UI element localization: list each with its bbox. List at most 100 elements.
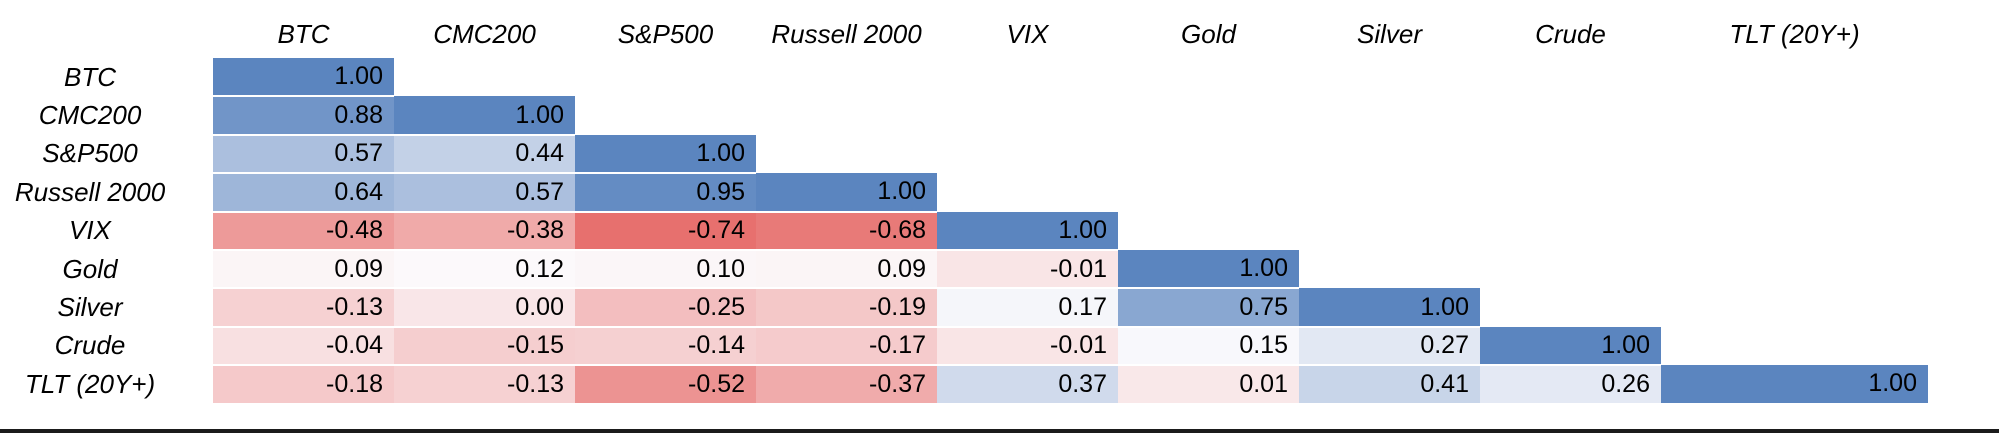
column-header: VIX — [1006, 19, 1049, 49]
empty-cell — [1299, 211, 1480, 250]
matrix-cell: -0.01 — [937, 249, 1118, 290]
empty-cell — [1661, 134, 1928, 174]
row-label: Silver — [57, 292, 123, 323]
empty-cell — [1480, 96, 1661, 135]
matrix-cell: 0.75 — [1118, 288, 1299, 328]
empty-cell — [1118, 211, 1299, 250]
empty-cell — [1661, 249, 1928, 289]
matrix-cell: -0.25 — [575, 288, 756, 328]
header-row: BTC CMC200 S&P500 Russell 2000 VIX Gold Silver… — [0, 0, 1928, 58]
row-label: Russell 2000 — [14, 176, 166, 207]
empty-cell — [1299, 96, 1480, 135]
row-label: TLT (20Y+) — [24, 368, 156, 399]
row-label: S&P500 — [42, 138, 138, 169]
matrix-cell: 1.00 — [756, 173, 937, 213]
row-label: VIX — [69, 215, 111, 246]
matrix-cell: 0.01 — [1118, 365, 1299, 405]
matrix-cell: 0.10 — [575, 249, 756, 290]
empty-cell — [1299, 249, 1480, 289]
matrix-cell: -0.13 — [213, 288, 394, 328]
matrix-cell: 0.00 — [394, 288, 575, 328]
table-row: Silver -0.13 0.00 -0.25 -0.19 0.17 0.75 1.00 — [0, 288, 1928, 328]
matrix-cell: 0.15 — [1118, 326, 1299, 367]
empty-cell — [1299, 58, 1480, 97]
empty-cell — [937, 96, 1118, 135]
matrix-cell: 1.00 — [937, 211, 1118, 251]
table-row: Crude -0.04 -0.15 -0.14 -0.17 -0.01 0.15 0.27 1.… — [0, 326, 1928, 367]
column-header: Russell 2000 — [771, 19, 922, 49]
matrix-cell: 0.09 — [213, 249, 394, 290]
column-header: Gold — [1181, 19, 1236, 49]
column-header: BTC — [277, 19, 330, 49]
table-row: TLT (20Y+) -0.18 -0.13 -0.52 -0.37 0.37 0.01 0.… — [0, 365, 1928, 405]
matrix-cell: 0.88 — [213, 96, 394, 136]
matrix-cell: 0.57 — [394, 173, 575, 213]
column-header: TLT (20Y+) — [1729, 19, 1860, 49]
table-row: BTC 1.00 — [0, 58, 1928, 98]
matrix-cell: 1.00 — [1118, 249, 1299, 290]
empty-cell — [1661, 96, 1928, 135]
empty-cell — [1480, 58, 1661, 97]
matrix-cell: 0.57 — [213, 134, 394, 175]
column-header: Crude — [1535, 19, 1606, 49]
matrix-cell: 1.00 — [1661, 365, 1928, 405]
row-label: Gold — [62, 253, 118, 284]
empty-cell — [1661, 326, 1928, 366]
column-header: CMC200 — [433, 19, 536, 49]
matrix-cell: 0.09 — [756, 249, 937, 290]
correlation-table: BTC CMC200 S&P500 Russell 2000 VIX Gold Silver… — [0, 0, 1928, 405]
matrix-cell: 0.27 — [1299, 326, 1480, 367]
empty-cell — [1480, 249, 1661, 289]
empty-cell — [1118, 58, 1299, 97]
row-label: Crude — [54, 330, 126, 361]
matrix-cell: 1.00 — [575, 134, 756, 175]
matrix-cell: -0.37 — [756, 365, 937, 405]
empty-cell — [756, 96, 937, 135]
bottom-divider — [0, 429, 1999, 433]
column-header: S&P500 — [617, 19, 714, 49]
matrix-cell: -0.18 — [213, 365, 394, 405]
matrix-cell: 0.64 — [213, 173, 394, 213]
empty-cell — [1661, 288, 1928, 327]
empty-cell — [756, 58, 937, 97]
empty-cell — [575, 96, 756, 135]
empty-cell — [1118, 173, 1299, 212]
empty-cell — [394, 58, 575, 97]
corner-cell — [0, 0, 213, 58]
table-row: VIX -0.48 -0.38 -0.74 -0.68 1.00 — [0, 211, 1928, 251]
matrix-cell: -0.15 — [394, 326, 575, 367]
matrix-cell: 1.00 — [1299, 288, 1480, 328]
empty-cell — [1118, 96, 1299, 135]
matrix-cell: 0.26 — [1480, 365, 1661, 405]
table-row: S&P500 0.57 0.44 1.00 — [0, 134, 1928, 175]
empty-cell — [1299, 173, 1480, 212]
matrix-cell: -0.14 — [575, 326, 756, 367]
matrix-cell: 0.17 — [937, 288, 1118, 328]
table-body: BTC 1.00 CMC200 0.88 1.00 S&P500 0.57 0.44 1.00 R… — [0, 58, 1928, 405]
matrix-cell: -0.38 — [394, 211, 575, 251]
empty-cell — [1118, 134, 1299, 174]
empty-cell — [1480, 211, 1661, 250]
matrix-cell: 0.41 — [1299, 365, 1480, 405]
table-row: CMC200 0.88 1.00 — [0, 96, 1928, 136]
matrix-cell: -0.52 — [575, 365, 756, 405]
matrix-cell: 0.12 — [394, 249, 575, 290]
matrix-cell: -0.04 — [213, 326, 394, 367]
matrix-cell: 0.44 — [394, 134, 575, 175]
matrix-cell: -0.68 — [756, 211, 937, 251]
matrix-cell: 0.37 — [937, 365, 1118, 405]
table-row: Russell 2000 0.64 0.57 0.95 1.00 — [0, 173, 1928, 213]
empty-cell — [756, 134, 937, 174]
empty-cell — [1661, 211, 1928, 250]
row-label: CMC200 — [38, 100, 142, 131]
empty-cell — [1480, 288, 1661, 327]
empty-cell — [1480, 173, 1661, 212]
table-row: Gold 0.09 0.12 0.10 0.09 -0.01 1.00 — [0, 249, 1928, 290]
matrix-cell: -0.13 — [394, 365, 575, 405]
matrix-cell: -0.48 — [213, 211, 394, 251]
matrix-cell: 1.00 — [213, 58, 394, 98]
empty-cell — [1299, 134, 1480, 174]
table-header: BTC CMC200 S&P500 Russell 2000 VIX Gold Silver… — [0, 0, 1928, 58]
matrix-cell: 1.00 — [1480, 326, 1661, 367]
